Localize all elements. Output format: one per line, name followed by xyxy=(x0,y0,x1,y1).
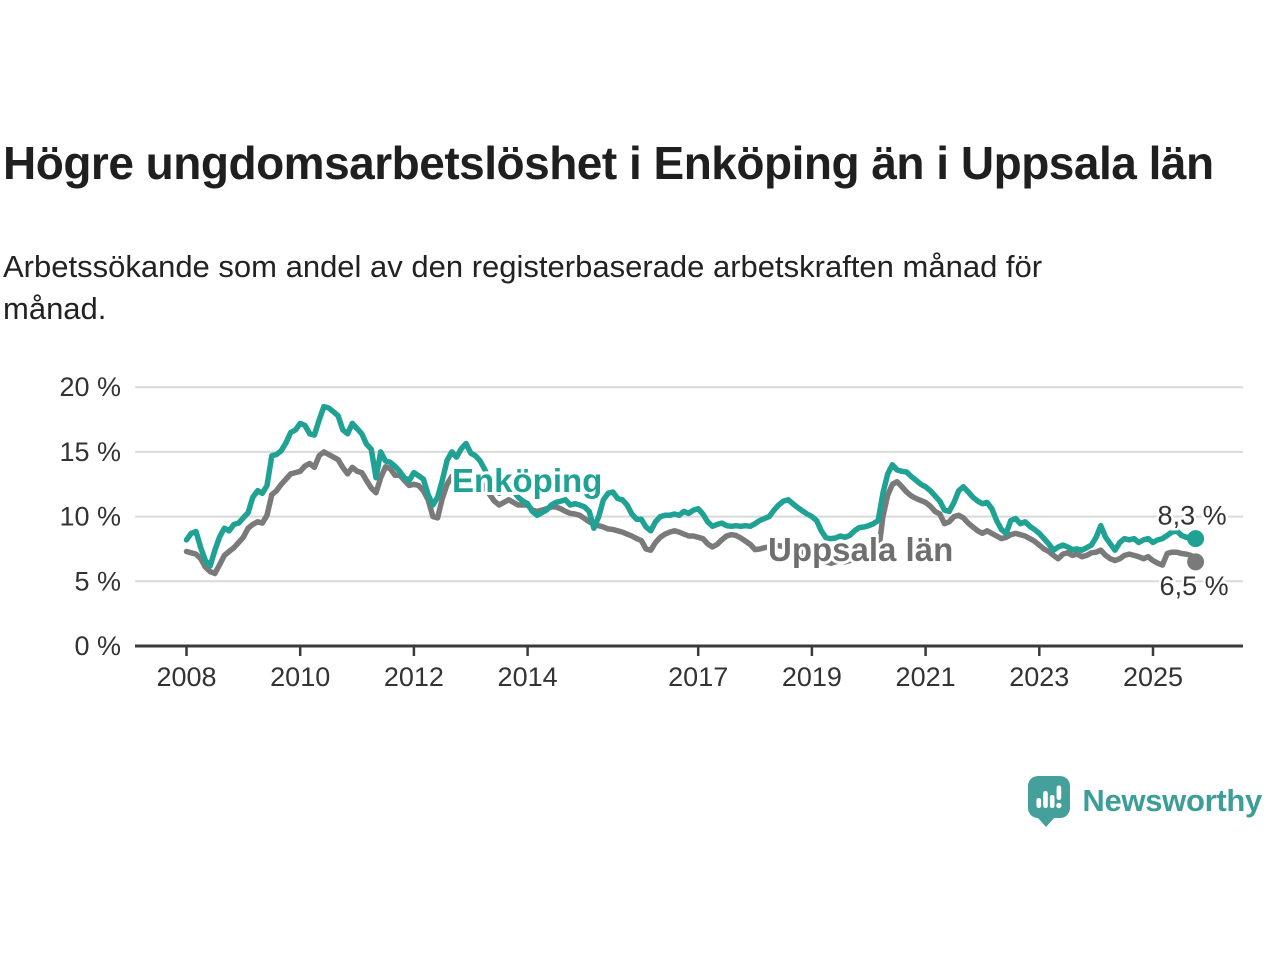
newsworthy-logo: Newsworthy xyxy=(1026,774,1262,827)
x-tick-label: 2021 xyxy=(896,662,956,692)
end-value-label-1: 6,5 % xyxy=(1160,571,1229,601)
y-tick-label: 10 % xyxy=(59,502,121,532)
y-tick-label: 5 % xyxy=(74,566,121,596)
newsworthy-logo-icon xyxy=(1028,776,1071,827)
end-value-label-0: 8,3 % xyxy=(1158,501,1227,531)
y-tick-label: 0 % xyxy=(74,631,121,661)
y-tick-label: 15 % xyxy=(59,437,121,467)
series-line-0 xyxy=(183,403,1199,569)
page-title: Högre ungdomsarbetslöshet i Enköping än … xyxy=(3,137,1214,189)
x-tick-label: 2014 xyxy=(498,662,558,692)
series-line-1 xyxy=(183,449,1199,577)
series-end-dot-1 xyxy=(1187,553,1205,571)
x-tick-label: 2017 xyxy=(668,662,728,692)
x-tick-label: 2019 xyxy=(782,662,842,692)
series-label-1: Uppsala län xyxy=(768,531,953,568)
x-tick-label: 2008 xyxy=(156,662,216,692)
x-tick-label: 2010 xyxy=(270,662,330,692)
y-tick-label: 20 % xyxy=(59,372,121,402)
x-tick-label: 2012 xyxy=(384,662,444,692)
newsworthy-logo-text: Newsworthy xyxy=(1082,782,1262,818)
x-tick-label: 2023 xyxy=(1009,662,1069,692)
x-tick-label: 2025 xyxy=(1123,662,1183,692)
series-label-0: Enköping xyxy=(452,462,602,499)
series-end-dot-0 xyxy=(1187,530,1205,548)
page-subtitle: Arbetssökande som andel av den registerb… xyxy=(3,249,1043,326)
